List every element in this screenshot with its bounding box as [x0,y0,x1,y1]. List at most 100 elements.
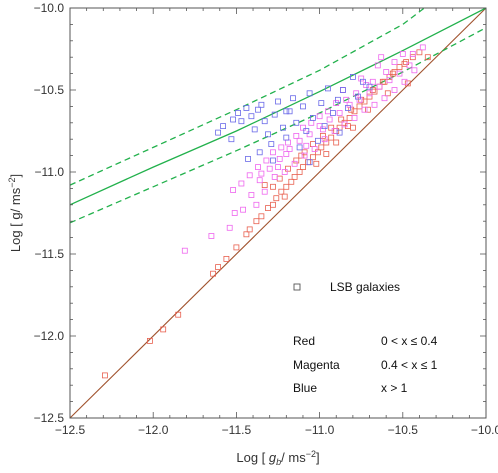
point-blue [314,137,321,144]
point-magenta [381,95,388,102]
point-magenta [358,75,365,82]
point-red [233,244,240,251]
point-magenta [356,96,363,103]
point-blue [228,136,235,143]
x-tick-label: −10.5 [388,423,419,437]
point-magenta [391,87,398,93]
point-red [333,139,340,146]
point-blue [339,87,346,93]
point-magenta [319,126,326,133]
legend-row-name: Red [293,334,315,348]
point-magenta [333,100,340,106]
point-red [384,90,391,97]
line-model-upper [70,8,425,186]
point-blue [261,118,268,125]
point-blue [265,131,271,138]
point-red [319,132,326,139]
point-blue [283,108,290,115]
x-axis-label: Log [ gb/ ms−2] [236,449,319,467]
point-blue [271,111,278,118]
point-red [379,78,386,85]
point-red [253,218,260,225]
point-magenta [275,164,281,171]
point-magenta [316,113,323,120]
plot-frame [69,7,487,419]
axis-tick-labels: −12.5 −12.0 −11.5 −11.0 −10.5 −10.0 −12.5 −12.0… [34,1,498,437]
legend-row-name: Blue [293,381,317,395]
legend-marker-label: LSB galaxies [330,280,400,294]
point-magenta [411,67,418,74]
point-magenta [409,51,416,57]
point-red [301,149,308,156]
point-magenta [246,172,253,179]
point-magenta [258,170,265,177]
point-blue [255,106,261,113]
point-red [328,134,335,141]
point-blue [268,141,275,148]
line-model-lower [70,27,486,224]
point-magenta [376,83,383,90]
point-red [323,151,330,157]
y-tick-label: −10.0 [34,1,65,15]
point-magenta [208,233,215,239]
point-blue [238,118,245,125]
point-blue [300,103,306,110]
point-red [270,183,276,190]
y-tick-label: −12.5 [34,411,65,425]
point-magenta [336,110,343,116]
point-blue [251,126,258,133]
point-red [265,205,271,212]
x-tick-label: −12.0 [138,423,169,437]
point-red [293,157,300,164]
point-blue [324,85,331,92]
point-red [424,54,431,61]
point-red [313,160,320,167]
y-axis-label: Log [ g/ ms−2] [7,174,23,252]
point-magenta [301,152,308,159]
legend-marker [293,283,301,291]
point-blue [303,128,310,134]
point-blue [354,93,361,100]
point-blue [306,90,313,97]
x-tick-label: −11.0 [305,423,335,437]
point-magenta [406,62,413,69]
point-magenta [231,210,238,216]
point-magenta [263,157,270,164]
point-red [175,311,182,318]
point-magenta [419,44,426,51]
point-red [210,270,217,277]
point-blue [230,116,237,123]
axis-ticks [69,7,487,419]
legend: LSB galaxies Red 0 < x ≤ 0.4 Magenta 0.4… [293,280,438,395]
point-magenta [255,164,261,171]
x-tick-label: −12.5 [55,423,86,437]
point-blue [309,115,316,121]
y-tick-label: −11.0 [35,165,65,179]
point-magenta [261,188,268,195]
point-red [300,164,306,171]
point-red [291,173,298,180]
point-blue [286,108,293,115]
line-unity [70,8,486,418]
point-red [369,87,376,93]
point-blue [270,157,276,164]
point-magenta [226,224,233,231]
point-magenta [343,96,350,103]
point-blue [220,123,227,129]
point-blue [283,134,290,141]
point-blue [306,159,313,166]
legend-row-range: 0.4 < x ≤ 1 [381,358,438,372]
x-tick-label: −11.5 [222,423,252,437]
point-magenta [311,146,318,152]
point-red [349,124,356,131]
point-magenta [291,160,298,167]
point-magenta [283,151,290,157]
point-blue [235,110,242,116]
point-red [416,49,423,56]
point-red [309,154,316,161]
line-model [70,8,486,206]
point-red [366,93,373,100]
point-magenta [371,101,378,108]
point-magenta [391,59,398,65]
